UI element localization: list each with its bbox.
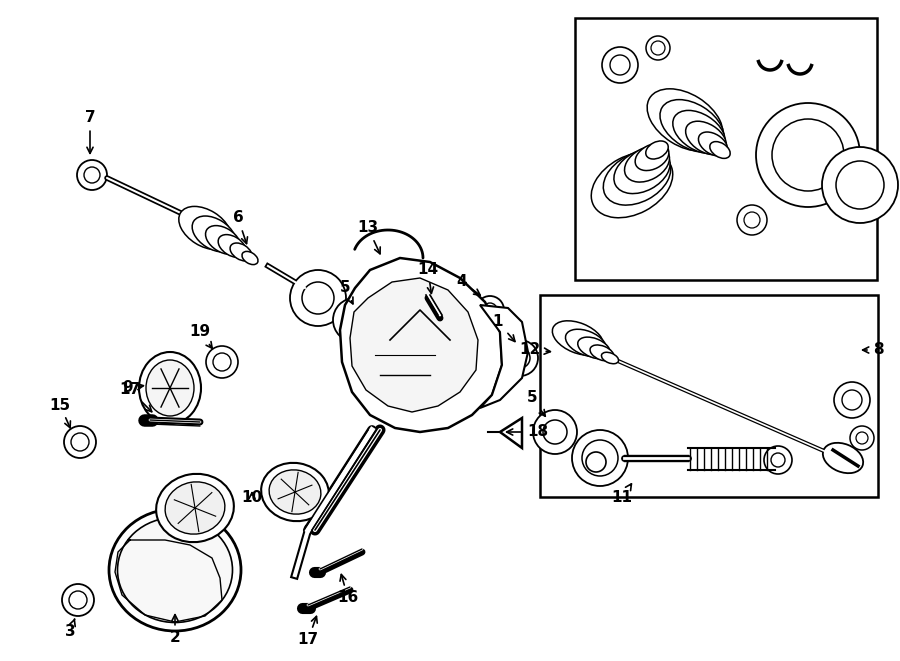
- Circle shape: [651, 41, 665, 55]
- Text: 13: 13: [357, 221, 380, 254]
- Ellipse shape: [218, 235, 246, 257]
- Ellipse shape: [118, 518, 232, 623]
- Text: 10: 10: [241, 490, 263, 506]
- Ellipse shape: [156, 474, 234, 542]
- Text: 6: 6: [232, 210, 248, 244]
- Circle shape: [476, 296, 504, 324]
- Ellipse shape: [230, 243, 252, 261]
- Text: 7: 7: [85, 110, 95, 153]
- Ellipse shape: [614, 149, 670, 194]
- Circle shape: [744, 212, 760, 228]
- Text: 5: 5: [526, 391, 545, 416]
- Circle shape: [834, 382, 870, 418]
- Polygon shape: [480, 305, 528, 408]
- Text: 17: 17: [120, 383, 152, 412]
- Ellipse shape: [146, 360, 194, 416]
- Bar: [575, 18, 877, 280]
- Circle shape: [333, 298, 377, 342]
- Circle shape: [602, 47, 638, 83]
- Circle shape: [510, 348, 530, 368]
- Circle shape: [483, 303, 497, 317]
- Circle shape: [586, 452, 606, 472]
- Circle shape: [737, 205, 767, 235]
- Circle shape: [646, 36, 670, 60]
- Text: 9: 9: [122, 381, 143, 395]
- Ellipse shape: [565, 329, 607, 357]
- Circle shape: [856, 432, 868, 444]
- Circle shape: [206, 346, 238, 378]
- Ellipse shape: [673, 110, 725, 153]
- Ellipse shape: [553, 321, 604, 355]
- Circle shape: [290, 270, 346, 326]
- Circle shape: [77, 160, 107, 190]
- Ellipse shape: [205, 225, 240, 254]
- Circle shape: [69, 591, 87, 609]
- Circle shape: [533, 410, 577, 454]
- Circle shape: [842, 390, 862, 410]
- Text: 5: 5: [339, 280, 353, 304]
- Bar: [540, 295, 878, 497]
- Ellipse shape: [179, 206, 231, 250]
- Polygon shape: [500, 418, 522, 448]
- Circle shape: [343, 308, 367, 332]
- Ellipse shape: [625, 146, 670, 182]
- Text: 16: 16: [338, 574, 358, 605]
- Text: 15: 15: [50, 397, 70, 428]
- Ellipse shape: [591, 152, 672, 217]
- Circle shape: [429, 315, 439, 325]
- Ellipse shape: [578, 337, 610, 359]
- Circle shape: [71, 433, 89, 451]
- Circle shape: [772, 119, 844, 191]
- Circle shape: [64, 426, 96, 458]
- Circle shape: [764, 446, 792, 474]
- Ellipse shape: [192, 216, 236, 252]
- Text: 11: 11: [611, 484, 633, 506]
- Ellipse shape: [109, 509, 241, 631]
- Text: 19: 19: [189, 325, 212, 348]
- Ellipse shape: [165, 482, 225, 534]
- Ellipse shape: [242, 251, 258, 264]
- Ellipse shape: [635, 143, 669, 171]
- Circle shape: [822, 147, 898, 223]
- Circle shape: [756, 103, 860, 207]
- Ellipse shape: [603, 151, 670, 205]
- Ellipse shape: [139, 352, 201, 424]
- Circle shape: [572, 430, 628, 486]
- Ellipse shape: [686, 121, 726, 155]
- Ellipse shape: [261, 463, 328, 521]
- Ellipse shape: [601, 352, 618, 364]
- Ellipse shape: [647, 89, 723, 151]
- Text: 2: 2: [169, 615, 180, 646]
- Text: 1: 1: [493, 315, 515, 342]
- Polygon shape: [350, 278, 478, 412]
- Ellipse shape: [660, 100, 724, 153]
- Circle shape: [582, 440, 618, 476]
- Ellipse shape: [269, 470, 321, 514]
- Circle shape: [424, 310, 444, 330]
- Text: 17: 17: [297, 616, 319, 648]
- Ellipse shape: [710, 141, 730, 159]
- Ellipse shape: [823, 443, 863, 473]
- Text: 12: 12: [519, 342, 551, 358]
- Text: 18: 18: [507, 424, 549, 440]
- Circle shape: [84, 167, 100, 183]
- Circle shape: [771, 453, 785, 467]
- Ellipse shape: [698, 132, 727, 156]
- Circle shape: [543, 420, 567, 444]
- Text: 14: 14: [418, 262, 438, 293]
- Circle shape: [302, 282, 334, 314]
- Polygon shape: [340, 258, 502, 432]
- Ellipse shape: [646, 141, 668, 159]
- Circle shape: [836, 161, 884, 209]
- Text: 8: 8: [862, 342, 883, 358]
- Circle shape: [850, 426, 874, 450]
- Circle shape: [213, 353, 231, 371]
- Text: 3: 3: [65, 619, 76, 639]
- Circle shape: [610, 55, 630, 75]
- Ellipse shape: [590, 345, 614, 361]
- Circle shape: [62, 584, 94, 616]
- Circle shape: [502, 340, 538, 376]
- Text: 4: 4: [456, 274, 481, 295]
